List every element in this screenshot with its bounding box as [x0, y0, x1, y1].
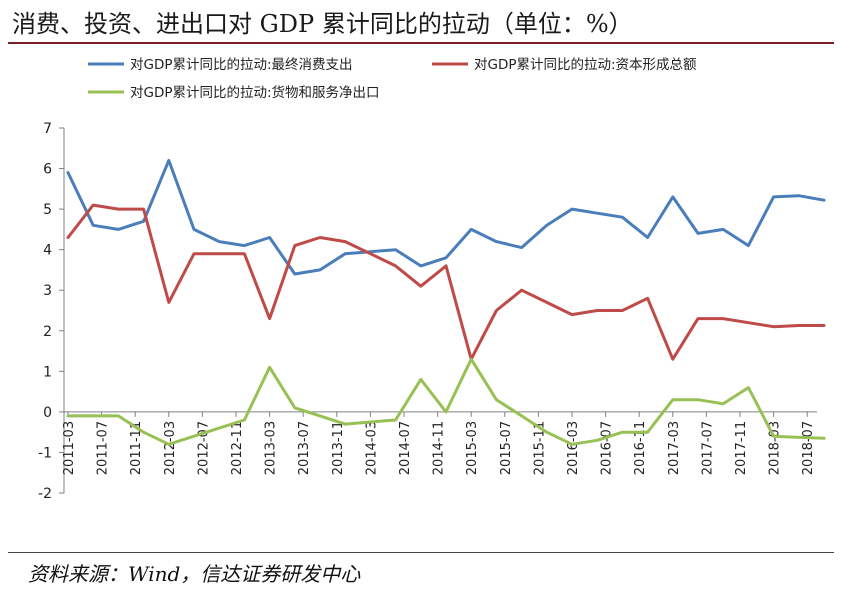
- x-tick-label: 2011-03: [62, 421, 77, 475]
- x-tick-label: 2011-07: [96, 421, 111, 475]
- y-tick-label: 7: [43, 121, 52, 137]
- x-tick-label: 2011-11: [129, 421, 144, 475]
- series-line-3: [66, 357, 826, 446]
- x-tick-label: 2012-07: [196, 421, 211, 475]
- y-tick-label: 4: [43, 243, 52, 259]
- x-tick-label: 2012-11: [230, 421, 245, 475]
- x-tick-label: 2016-07: [600, 421, 615, 475]
- y-tick-label: 0: [43, 405, 52, 421]
- x-tick-label: 2013-03: [264, 421, 279, 475]
- x-tick-label: 2017-03: [667, 421, 682, 475]
- x-tick-label: 2013-11: [331, 421, 346, 475]
- y-tick-label: -1: [38, 445, 52, 461]
- y-axis: -2 -1 0 1 2 3 4 5 6 7: [38, 121, 65, 502]
- y-tick-label: 3: [43, 283, 52, 299]
- x-tick-label: 2017-07: [700, 421, 715, 475]
- x-tick-label: 2015-11: [532, 421, 547, 475]
- x-tick-label: 2018-07: [801, 421, 816, 475]
- y-tick-label: 6: [43, 162, 52, 178]
- y-tick-label: 5: [43, 202, 52, 218]
- legend-label-2: 对GDP累计同比的拉动:资本形成总额: [474, 57, 697, 73]
- x-tick-label: 2013-07: [297, 421, 312, 475]
- series-layer: [66, 158, 826, 446]
- legend-label-3: 对GDP累计同比的拉动:货物和服务净出口: [130, 84, 380, 101]
- footer-divider: [8, 552, 834, 553]
- series-line-2: [66, 203, 826, 361]
- x-tick-label: 2016-11: [633, 421, 648, 475]
- x-tick-label: 2015-07: [499, 421, 514, 475]
- x-tick-label: 2015-03: [465, 421, 480, 475]
- x-tick-label: 2014-07: [398, 421, 413, 475]
- line-chart: 对GDP累计同比的拉动:最终消费支出 对GDP累计同比的拉动:资本形成总额对GDP…: [38, 57, 826, 502]
- x-tick-label: 2017-11: [734, 421, 749, 475]
- legend-label-1: 对GDP累计同比的拉动:最终消费支出: [130, 57, 353, 73]
- chart-legend: 对GDP累计同比的拉动:最终消费支出 对GDP累计同比的拉动:资本形成总额对GDP…: [88, 57, 697, 101]
- series-line-1: [66, 158, 826, 276]
- x-tick-label: 2014-11: [432, 421, 447, 475]
- title-divider: [8, 42, 834, 44]
- y-tick-label: 2: [43, 324, 52, 340]
- x-tick-label: 2016-03: [566, 421, 581, 475]
- y-tick-label: -2: [38, 486, 52, 502]
- x-tick-label: 2014-03: [364, 421, 379, 475]
- x-tick-label: 2012-03: [163, 421, 178, 475]
- y-tick-label: 1: [43, 364, 52, 380]
- source-note: 资料来源：Wind，信达证券研发中心: [28, 562, 361, 586]
- page-title: 消费、投资、进出口对 GDP 累计同比的拉动（单位：%）: [12, 10, 633, 38]
